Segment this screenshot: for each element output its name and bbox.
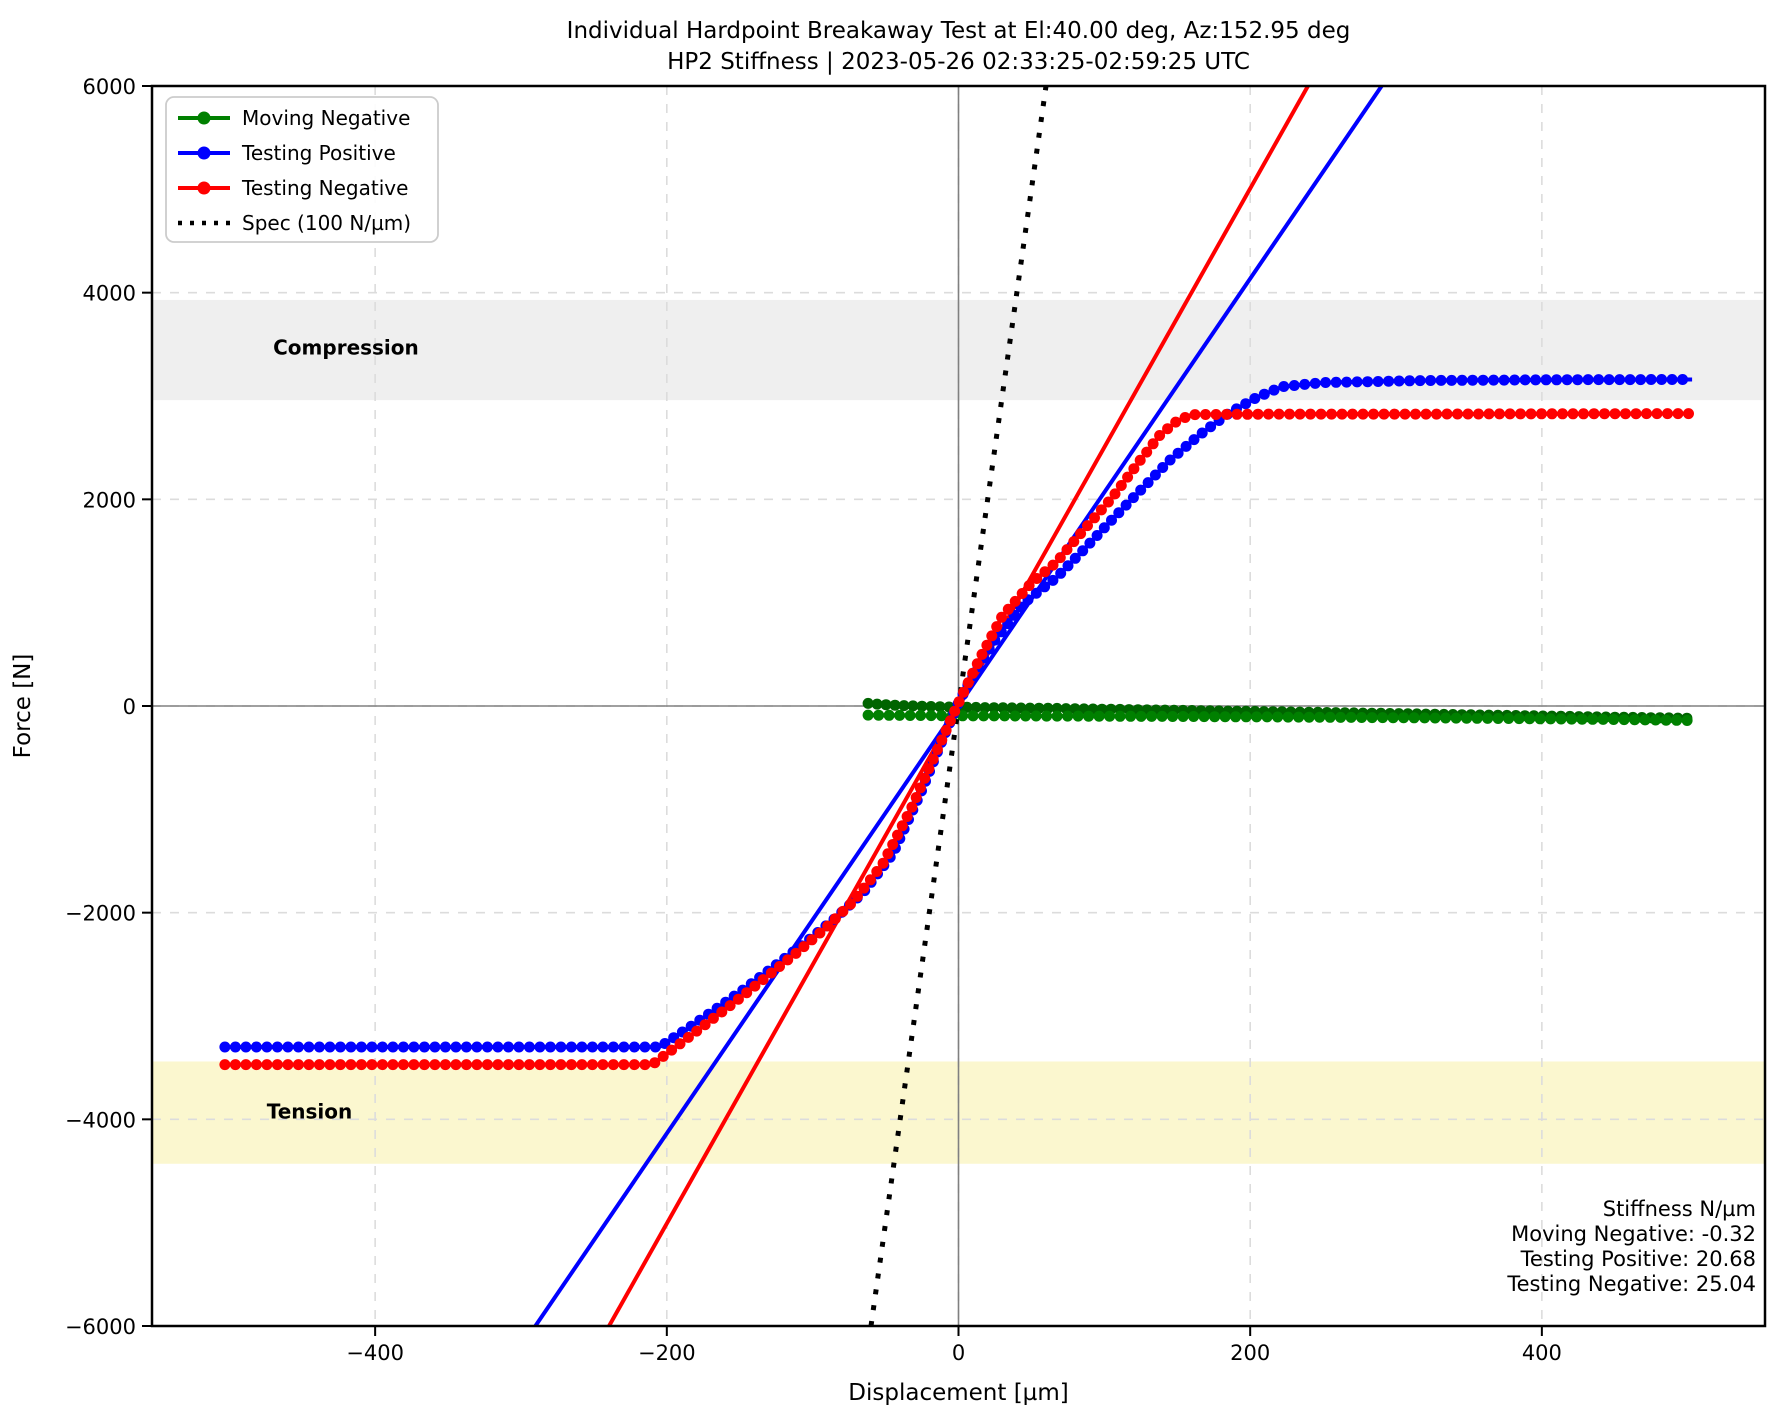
x-tick-label: −400	[346, 1341, 404, 1365]
legend-label: Moving Negative	[242, 106, 410, 130]
legend-label: Spec (100 N/µm)	[242, 211, 411, 235]
x-axis: −400 −200 0 200 400	[346, 1326, 1562, 1365]
x-tick-label: −200	[638, 1341, 696, 1365]
x-tick-label: 200	[1230, 1341, 1270, 1365]
chart-title: Individual Hardpoint Breakaway Test at E…	[567, 18, 1351, 44]
y-tick-label: −4000	[65, 1108, 136, 1132]
legend: Moving Negative Testing Positive Testing N…	[165, 96, 439, 243]
y-tick-label: 0	[123, 695, 136, 719]
annotation-line: Testing Positive: 20.68	[1520, 1247, 1756, 1271]
y-tick-label: −2000	[65, 902, 136, 926]
legend-item-testing-negative: Testing Negative	[178, 176, 408, 200]
legend-item-moving-negative: Moving Negative	[178, 106, 410, 130]
series-testing-negative	[219, 408, 1694, 1071]
legend-item-testing-positive: Testing Positive	[178, 141, 396, 165]
legend-item-spec: Spec (100 N/µm)	[178, 211, 411, 235]
y-axis: −6000 −4000 −2000 0 2000 4000 6000	[65, 75, 152, 1339]
annotation-line: Testing Negative: 25.04	[1506, 1272, 1756, 1296]
x-axis-label: Displacement [µm]	[848, 1380, 1068, 1406]
band-label-tension: Tension	[267, 1099, 353, 1123]
chart-subtitle: HP2 Stiffness | 2023-05-26 02:33:25-02:5…	[667, 49, 1250, 75]
legend-label: Testing Negative	[241, 176, 408, 200]
y-tick-label: 6000	[83, 75, 136, 99]
x-tick-label: 400	[1522, 1341, 1562, 1365]
y-axis-label: Force [N]	[10, 654, 36, 759]
band-label-compression: Compression	[273, 336, 419, 360]
x-tick-label: 0	[952, 1341, 965, 1365]
annotation-line: Moving Negative: -0.32	[1511, 1222, 1756, 1246]
annotation-line: Stiffness N/µm	[1603, 1197, 1756, 1221]
legend-label: Testing Positive	[241, 141, 396, 165]
y-tick-label: 2000	[83, 488, 136, 512]
y-tick-label: −6000	[65, 1315, 136, 1339]
series-moving-negative	[862, 709, 1693, 726]
y-tick-label: 4000	[83, 282, 136, 306]
